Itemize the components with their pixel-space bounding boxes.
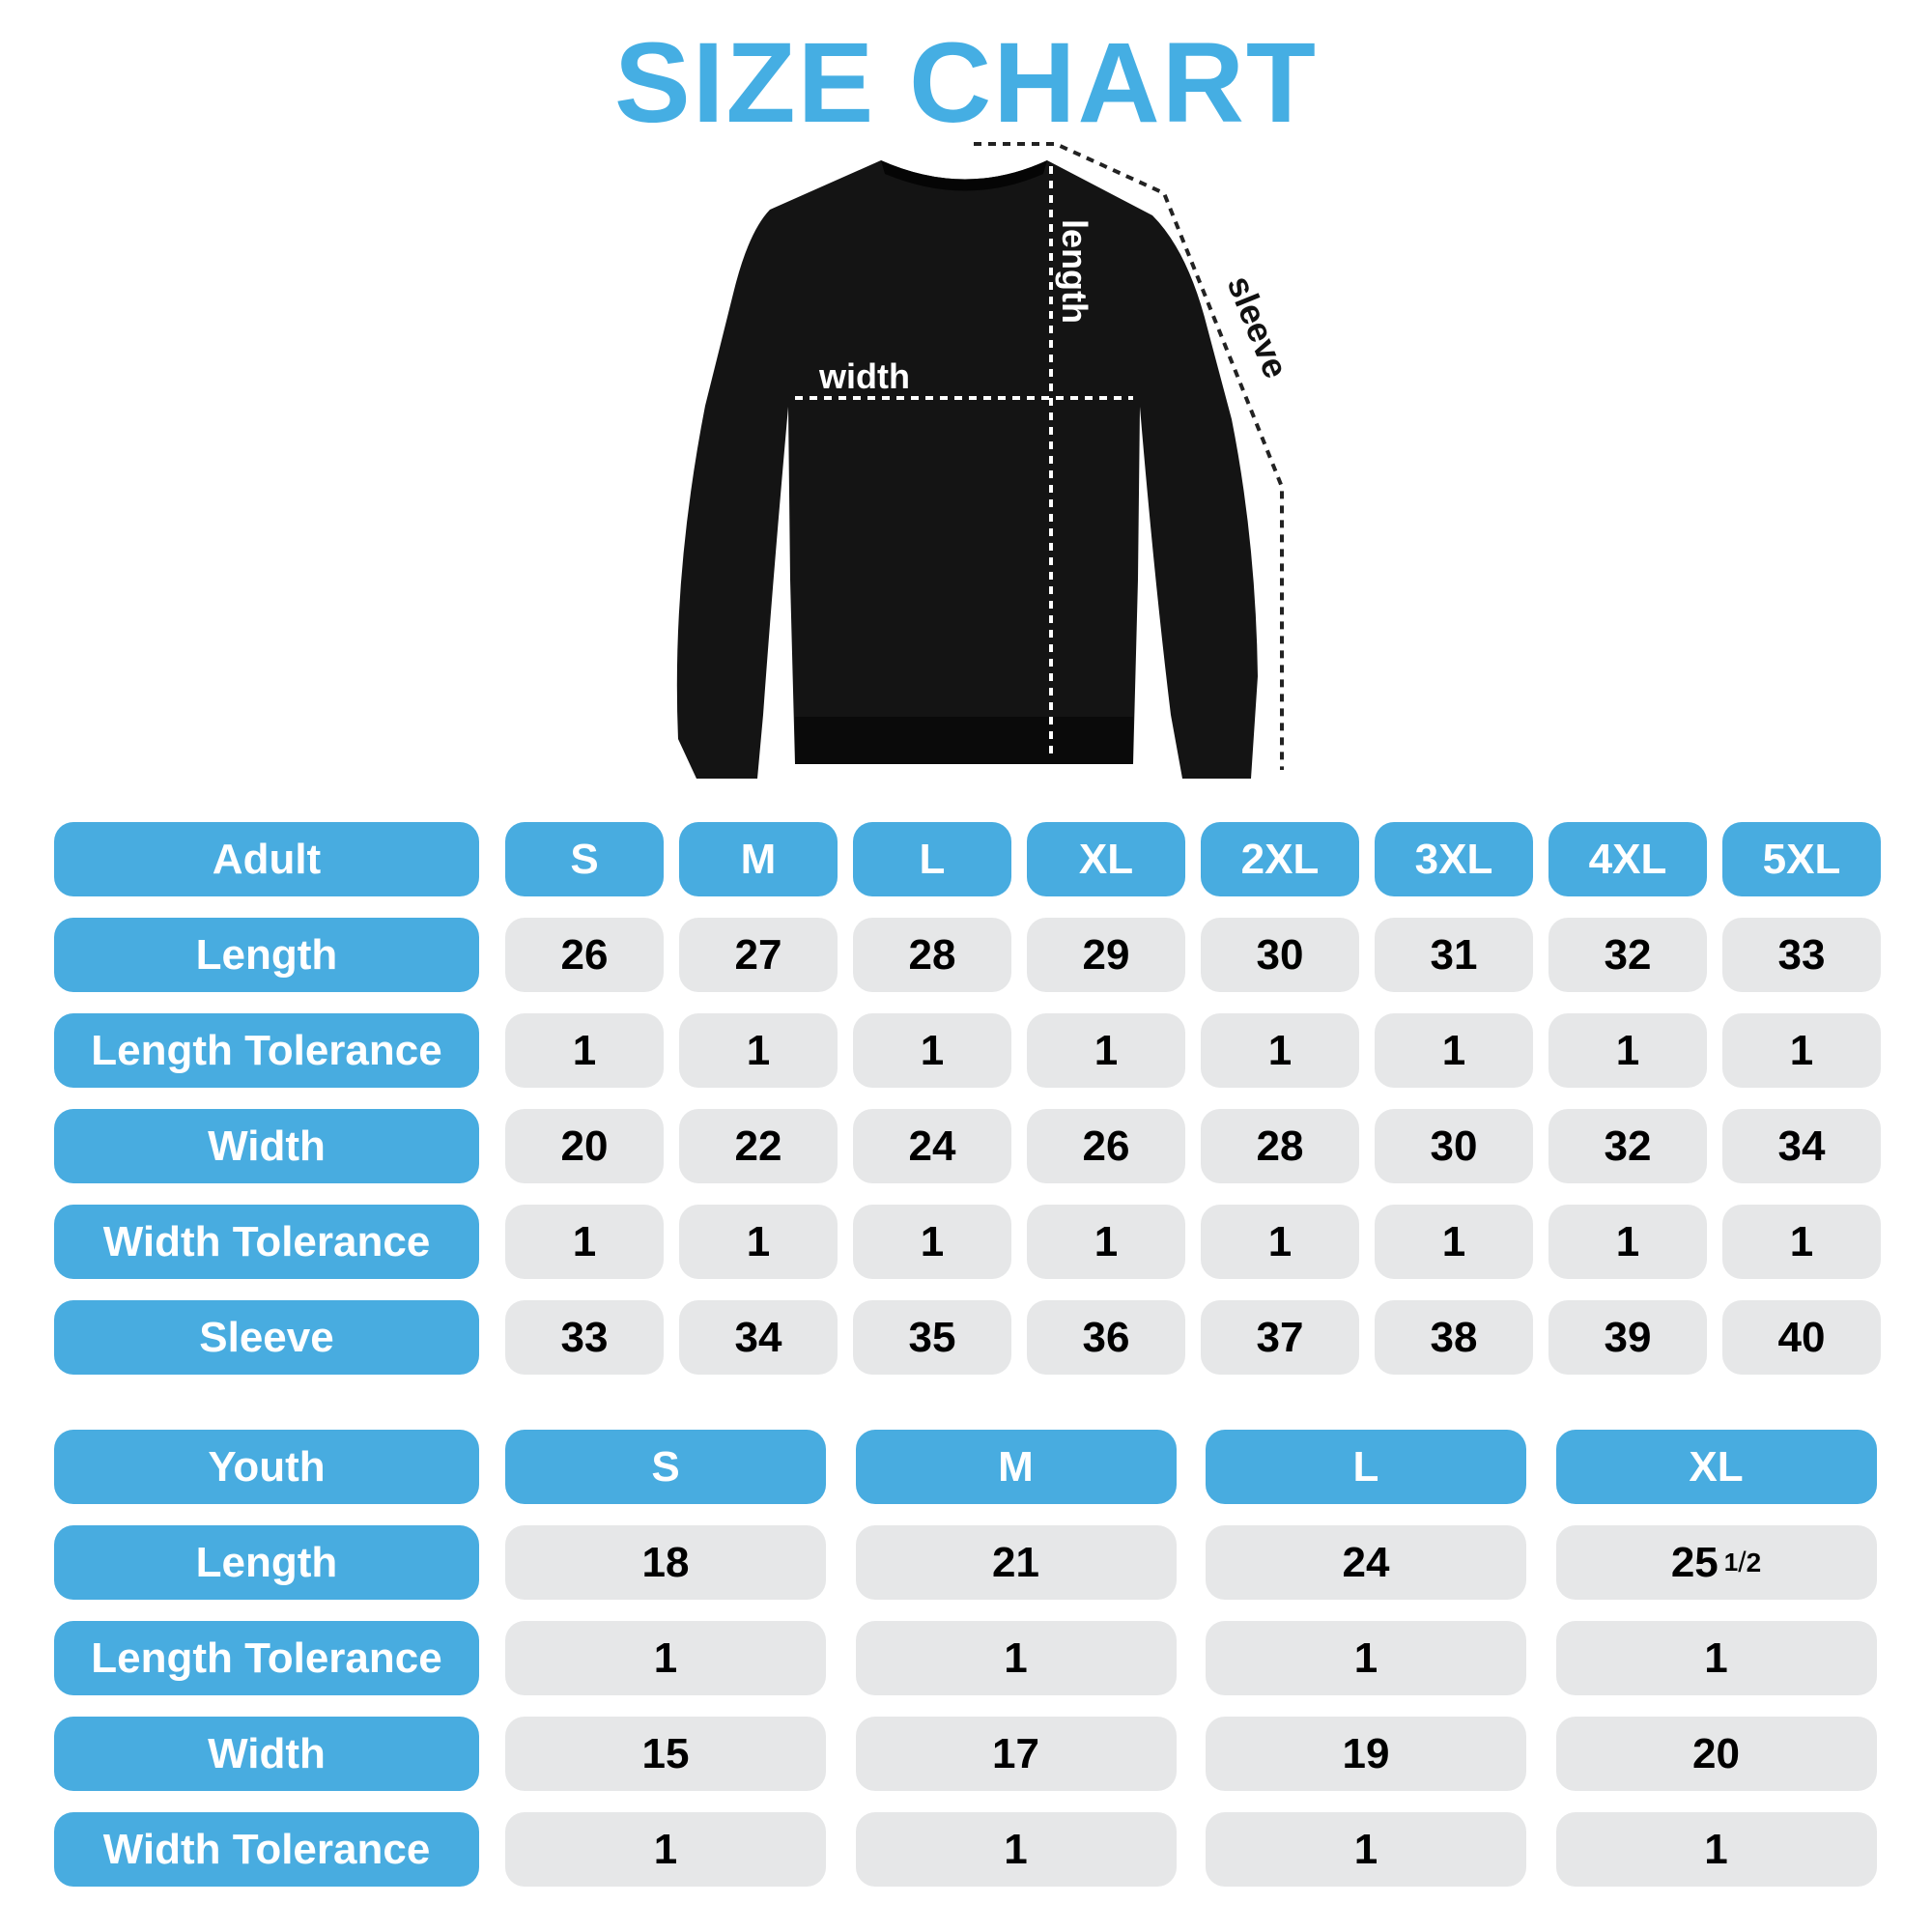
fraction-numerator: 1 [1723, 1548, 1739, 1577]
youth-value-cell: 21 [855, 1525, 1177, 1600]
youth-value-cell: 1 [855, 1812, 1177, 1887]
youth-value-cell: 1 [505, 1812, 826, 1887]
sweatshirt-image [676, 160, 1258, 779]
adult-value-cell: 1 [1375, 1205, 1533, 1279]
adult-value-cell: 1 [853, 1013, 1011, 1088]
page-title: SIZE CHART [614, 19, 1318, 147]
youth-value-cell: 1 [505, 1621, 826, 1695]
adult-value-cell: 1 [1201, 1205, 1359, 1279]
adult-row-label: Width [54, 1109, 479, 1183]
adult-value-cell: 33 [505, 1300, 664, 1375]
youth-row-label: Length Tolerance [54, 1621, 479, 1695]
youth-value-cell: 1 [1555, 1812, 1877, 1887]
youth-value-cell: 25 1/2 [1555, 1525, 1877, 1600]
youth-value-cell: 24 [1206, 1525, 1526, 1600]
adult-row-label: Sleeve [54, 1300, 479, 1375]
adult-value-cell: 27 [679, 918, 838, 992]
adult-value-cell: 26 [1027, 1109, 1185, 1183]
youth-value-cell: 1 [1206, 1621, 1526, 1695]
youth-size-header: L [1206, 1430, 1526, 1504]
adult-value-cell: 30 [1375, 1109, 1533, 1183]
adult-value-cell: 31 [1375, 918, 1533, 992]
youth-size-header: M [855, 1430, 1177, 1504]
adult-value-cell: 37 [1201, 1300, 1359, 1375]
youth-value-cell: 1 [1555, 1621, 1877, 1695]
adult-value-cell: 28 [1201, 1109, 1359, 1183]
adult-value-cell: 33 [1722, 918, 1881, 992]
adult-value-cell: 1 [1027, 1013, 1185, 1088]
adult-size-header: 2XL [1201, 822, 1359, 896]
fraction-whole: 25 [1670, 1538, 1719, 1586]
adult-value-cell: 1 [1722, 1205, 1881, 1279]
width-label: width [818, 356, 910, 396]
youth-row-label: Length [54, 1525, 479, 1600]
adult-size-header: 4XL [1548, 822, 1707, 896]
adult-value-cell: 40 [1722, 1300, 1881, 1375]
adult-size-header: M [679, 822, 838, 896]
adult-value-cell: 22 [679, 1109, 838, 1183]
adult-value-cell: 32 [1548, 918, 1707, 992]
youth-size-header: S [505, 1430, 826, 1504]
adult-value-cell: 34 [679, 1300, 838, 1375]
youth-value-cell: 18 [505, 1525, 826, 1600]
adult-value-cell: 20 [505, 1109, 664, 1183]
fraction-denominator: 2 [1746, 1547, 1762, 1577]
youth-value-cell: 15 [505, 1717, 826, 1791]
youth-value-cell: 1 [1206, 1812, 1526, 1887]
adult-value-cell: 1 [1201, 1013, 1359, 1088]
adult-size-header: XL [1027, 822, 1185, 896]
youth-row-label: Width Tolerance [54, 1812, 479, 1887]
adult-size-header: 5XL [1722, 822, 1881, 896]
youth-value-cell: 1 [855, 1621, 1177, 1695]
adult-value-cell: 1 [853, 1205, 1011, 1279]
adult-value-cell: 34 [1722, 1109, 1881, 1183]
adult-value-cell: 35 [853, 1300, 1011, 1375]
youth-row-label: Width [54, 1717, 479, 1791]
adult-value-cell: 1 [1548, 1205, 1707, 1279]
sweatshirt-diagram: width length sleeve [676, 142, 1296, 779]
adult-value-cell: 1 [1375, 1013, 1533, 1088]
adult-value-cell: 1 [1027, 1205, 1185, 1279]
youth-value-cell: 17 [855, 1717, 1177, 1791]
sleeve-label: sleeve [1220, 270, 1296, 384]
adult-size-header: 3XL [1375, 822, 1533, 896]
sleeve-measure-line [974, 142, 1284, 770]
adult-size-header: S [505, 822, 664, 896]
length-label: length [1055, 219, 1094, 324]
adult-header-label: Adult [54, 822, 479, 896]
adult-value-cell: 38 [1375, 1300, 1533, 1375]
adult-value-cell: 1 [679, 1013, 838, 1088]
adult-value-cell: 36 [1027, 1300, 1185, 1375]
youth-value-cell: 19 [1206, 1717, 1526, 1791]
adult-value-cell: 39 [1548, 1300, 1707, 1375]
adult-value-cell: 1 [505, 1013, 664, 1088]
youth-header-label: Youth [54, 1430, 479, 1504]
adult-value-cell: 28 [853, 918, 1011, 992]
youth-value-cell: 20 [1555, 1717, 1877, 1791]
adult-value-cell: 30 [1201, 918, 1359, 992]
adult-value-cell: 26 [505, 918, 664, 992]
adult-value-cell: 24 [853, 1109, 1011, 1183]
youth-size-header: XL [1555, 1430, 1877, 1504]
adult-size-header: L [853, 822, 1011, 896]
adult-value-cell: 1 [1548, 1013, 1707, 1088]
adult-value-cell: 1 [679, 1205, 838, 1279]
adult-value-cell: 1 [1722, 1013, 1881, 1088]
adult-value-cell: 32 [1548, 1109, 1707, 1183]
adult-row-label: Length [54, 918, 479, 992]
adult-row-label: Width Tolerance [54, 1205, 479, 1279]
adult-row-label: Length Tolerance [54, 1013, 479, 1088]
adult-value-cell: 29 [1027, 918, 1185, 992]
adult-value-cell: 1 [505, 1205, 664, 1279]
